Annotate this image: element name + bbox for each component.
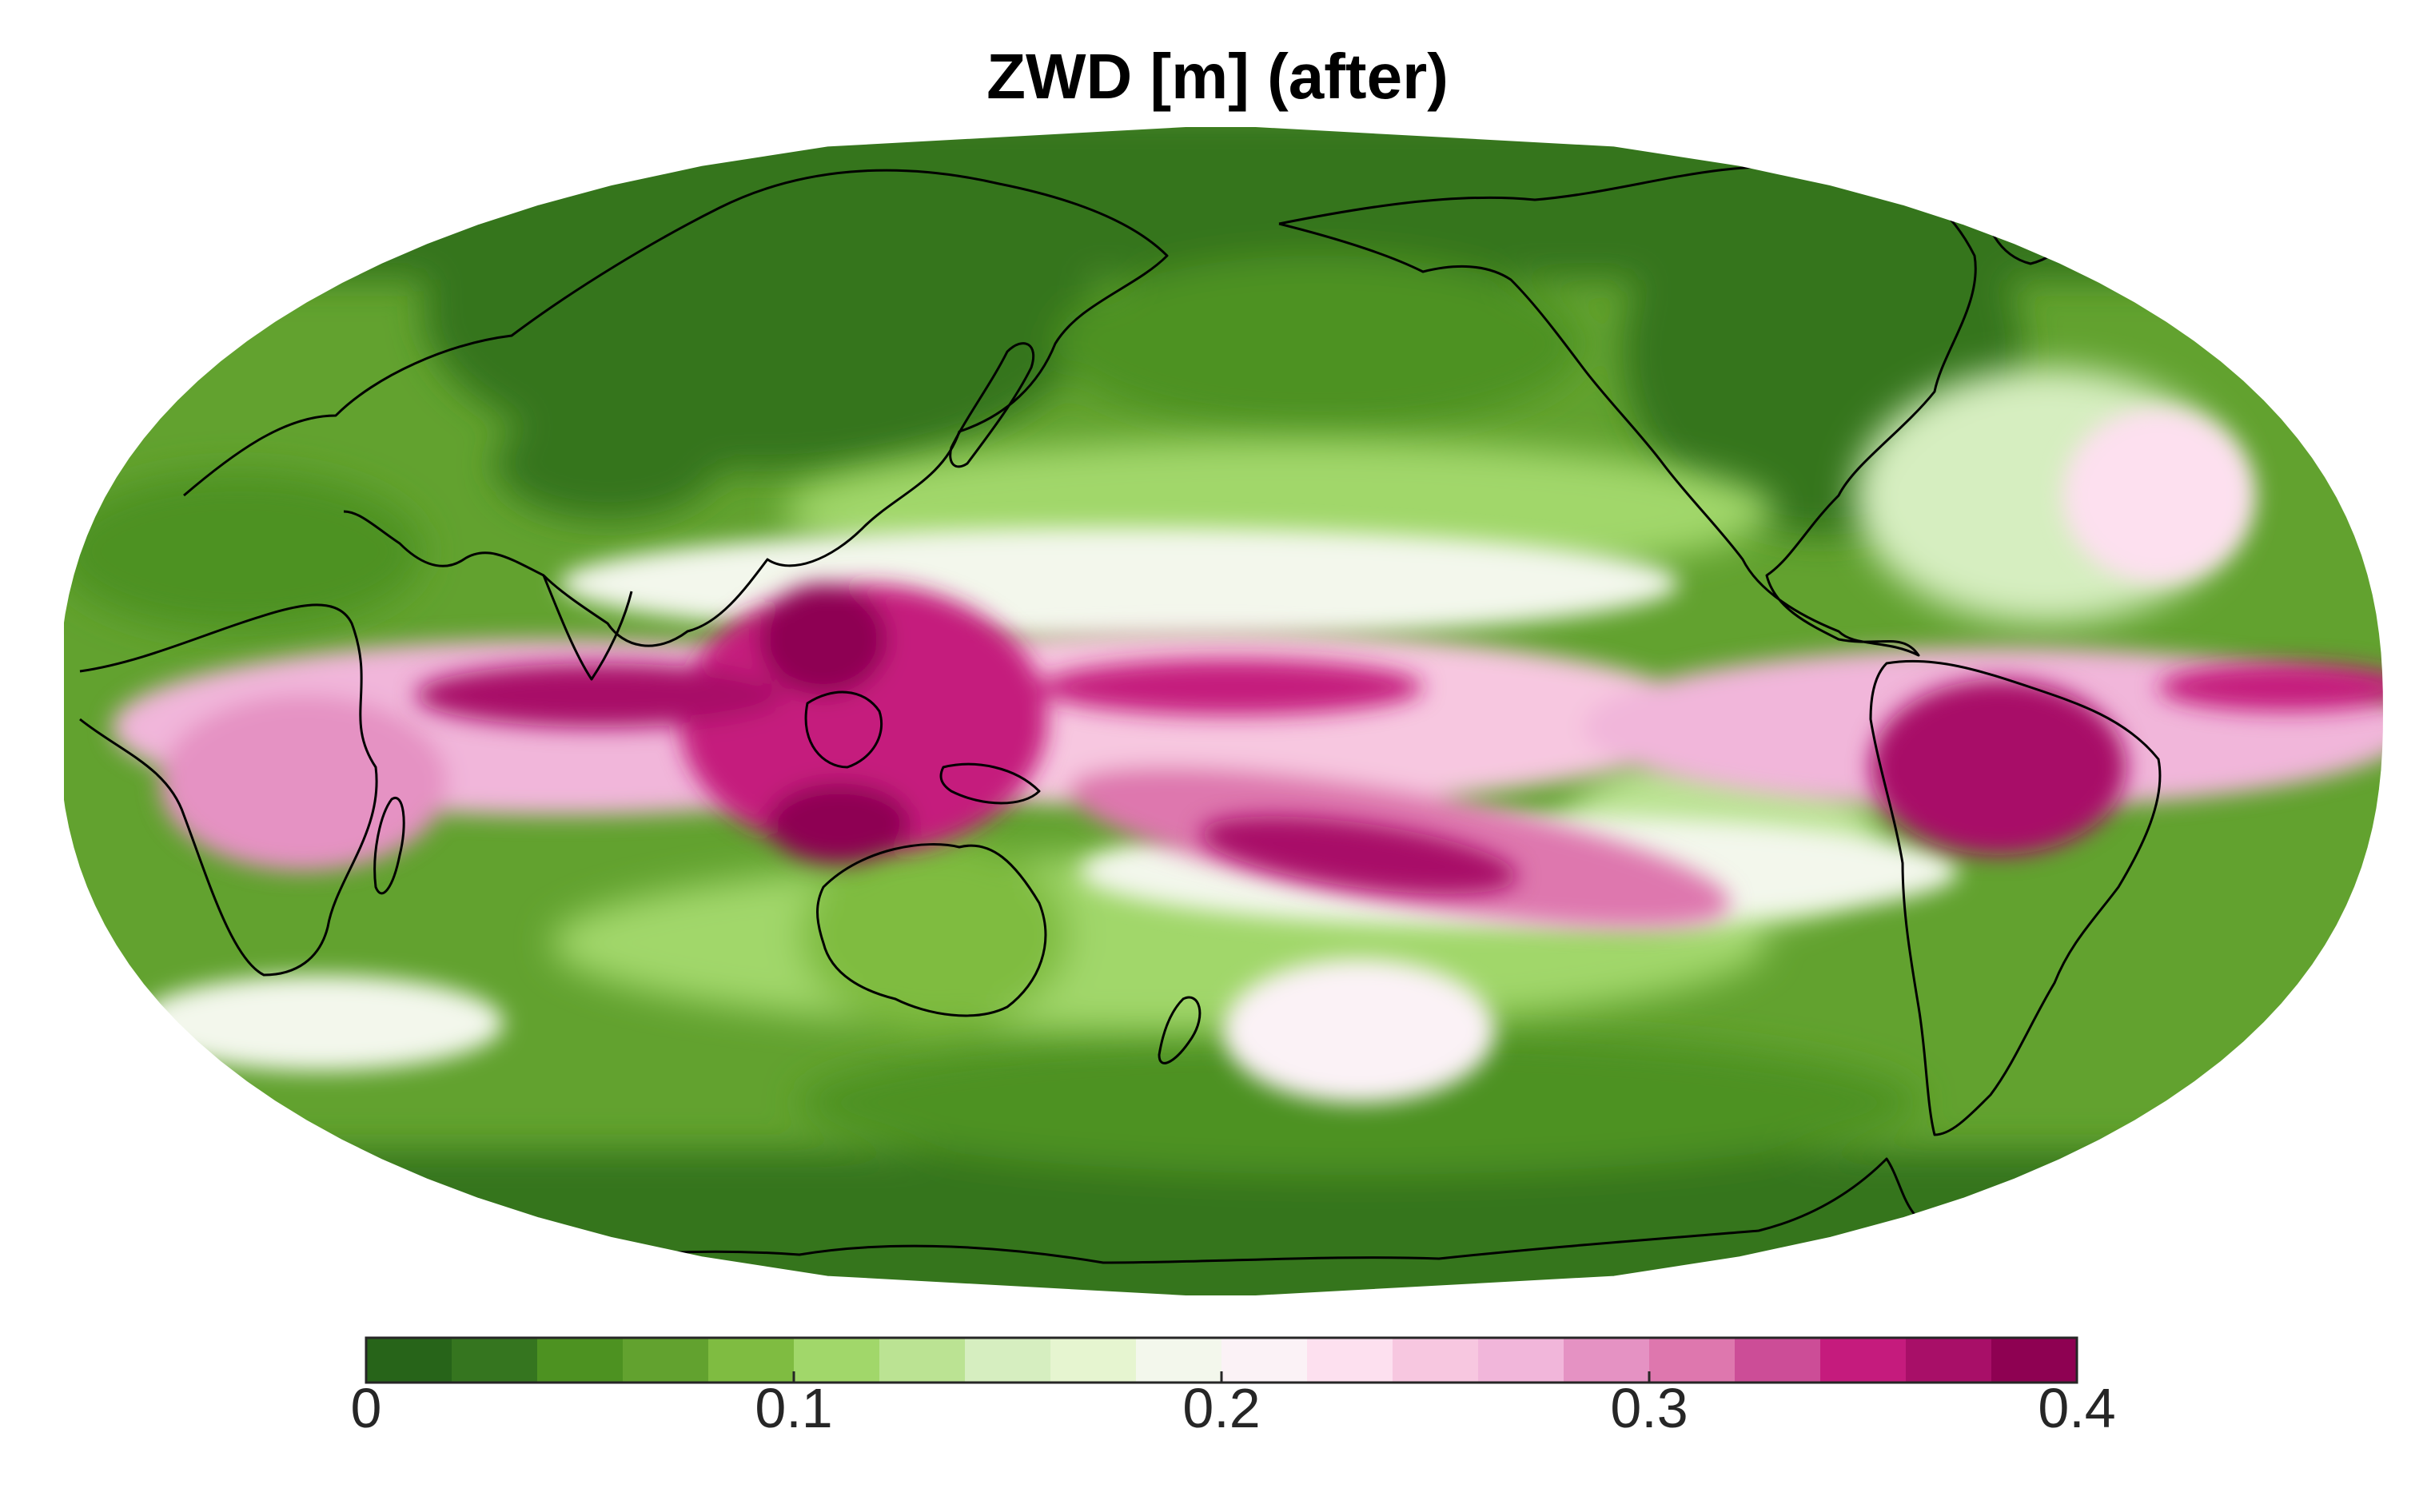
field-white-sw-pacific [1223,959,1495,1103]
colorbar-bin [1820,1338,1907,1383]
map-outline [56,125,2385,1297]
zwd-field-map [58,126,2384,1296]
coast-japan [949,342,1035,468]
field-amazon-core [1871,679,2126,855]
colorbar-bin [452,1338,538,1383]
coast-madagascar [373,796,405,895]
field-south-polar [64,1151,2384,1296]
coast-india [542,575,633,681]
field-white-band-n [560,527,1679,639]
field-white-india [136,975,504,1071]
colorbar-bin [623,1338,709,1383]
colorbar-bin [1478,1338,1564,1383]
colorbar-tick-label: 0.4 [2038,1377,2116,1439]
colorbar-bin [1906,1338,1992,1383]
coast-australia [816,843,1047,1017]
colorbar-bin [879,1338,966,1383]
field-sahara [58,472,424,631]
colorbar-bin [1735,1338,1821,1383]
field-siberia [424,152,1095,472]
field-png-core [767,783,911,863]
colorbar-bin [1221,1338,1308,1383]
colorbar-bin [366,1338,452,1383]
colorbar-bin [794,1338,880,1383]
field-africa-wet [160,695,448,871]
colorbar-bin [1136,1338,1222,1383]
colorbar-bin [965,1338,1051,1383]
coast-antarctica [479,1157,1935,1280]
coast-new-guinea [939,762,1041,805]
colorbar [365,1336,2078,1384]
field-tibet [496,408,719,519]
coast-borneo [804,690,883,769]
field-wpac-core [1039,659,1423,715]
field-australia [799,839,1071,1031]
field-north-pacific [1055,256,1583,432]
field-pink-atlantic [2062,408,2254,583]
field-indian-ocean-core [416,663,783,727]
colorbar-bin [1564,1338,1650,1383]
colorbar-bin [1050,1338,1137,1383]
colorbar-bin [537,1338,624,1383]
colorbar-tick-label: 0.3 [1610,1377,1688,1439]
colorbar-bin [1393,1338,1479,1383]
field-north-polar [64,126,2384,280]
coast-new-zealand [1158,996,1202,1064]
coast-africa [79,603,378,977]
field-spcz-core [1200,816,1518,894]
colorbar-tick-label: 0 [350,1377,382,1439]
colorbar-bin [1991,1338,2078,1383]
coast-south-america [1869,659,2162,1136]
field-atlantic-core [2158,663,2384,711]
coast-eurasia [183,169,1169,647]
colorbar-bin [1307,1338,1393,1383]
field-layers [58,126,2384,1296]
figure-title: ZWD [m] (after) [986,41,1449,112]
colorbar-tick-label: 0.1 [755,1377,833,1439]
colorbar-tick-label: 0.2 [1182,1377,1261,1439]
field-warm-pool-core [759,583,887,695]
colorbar-bin [1649,1338,1736,1383]
colorbar-bin [708,1338,795,1383]
